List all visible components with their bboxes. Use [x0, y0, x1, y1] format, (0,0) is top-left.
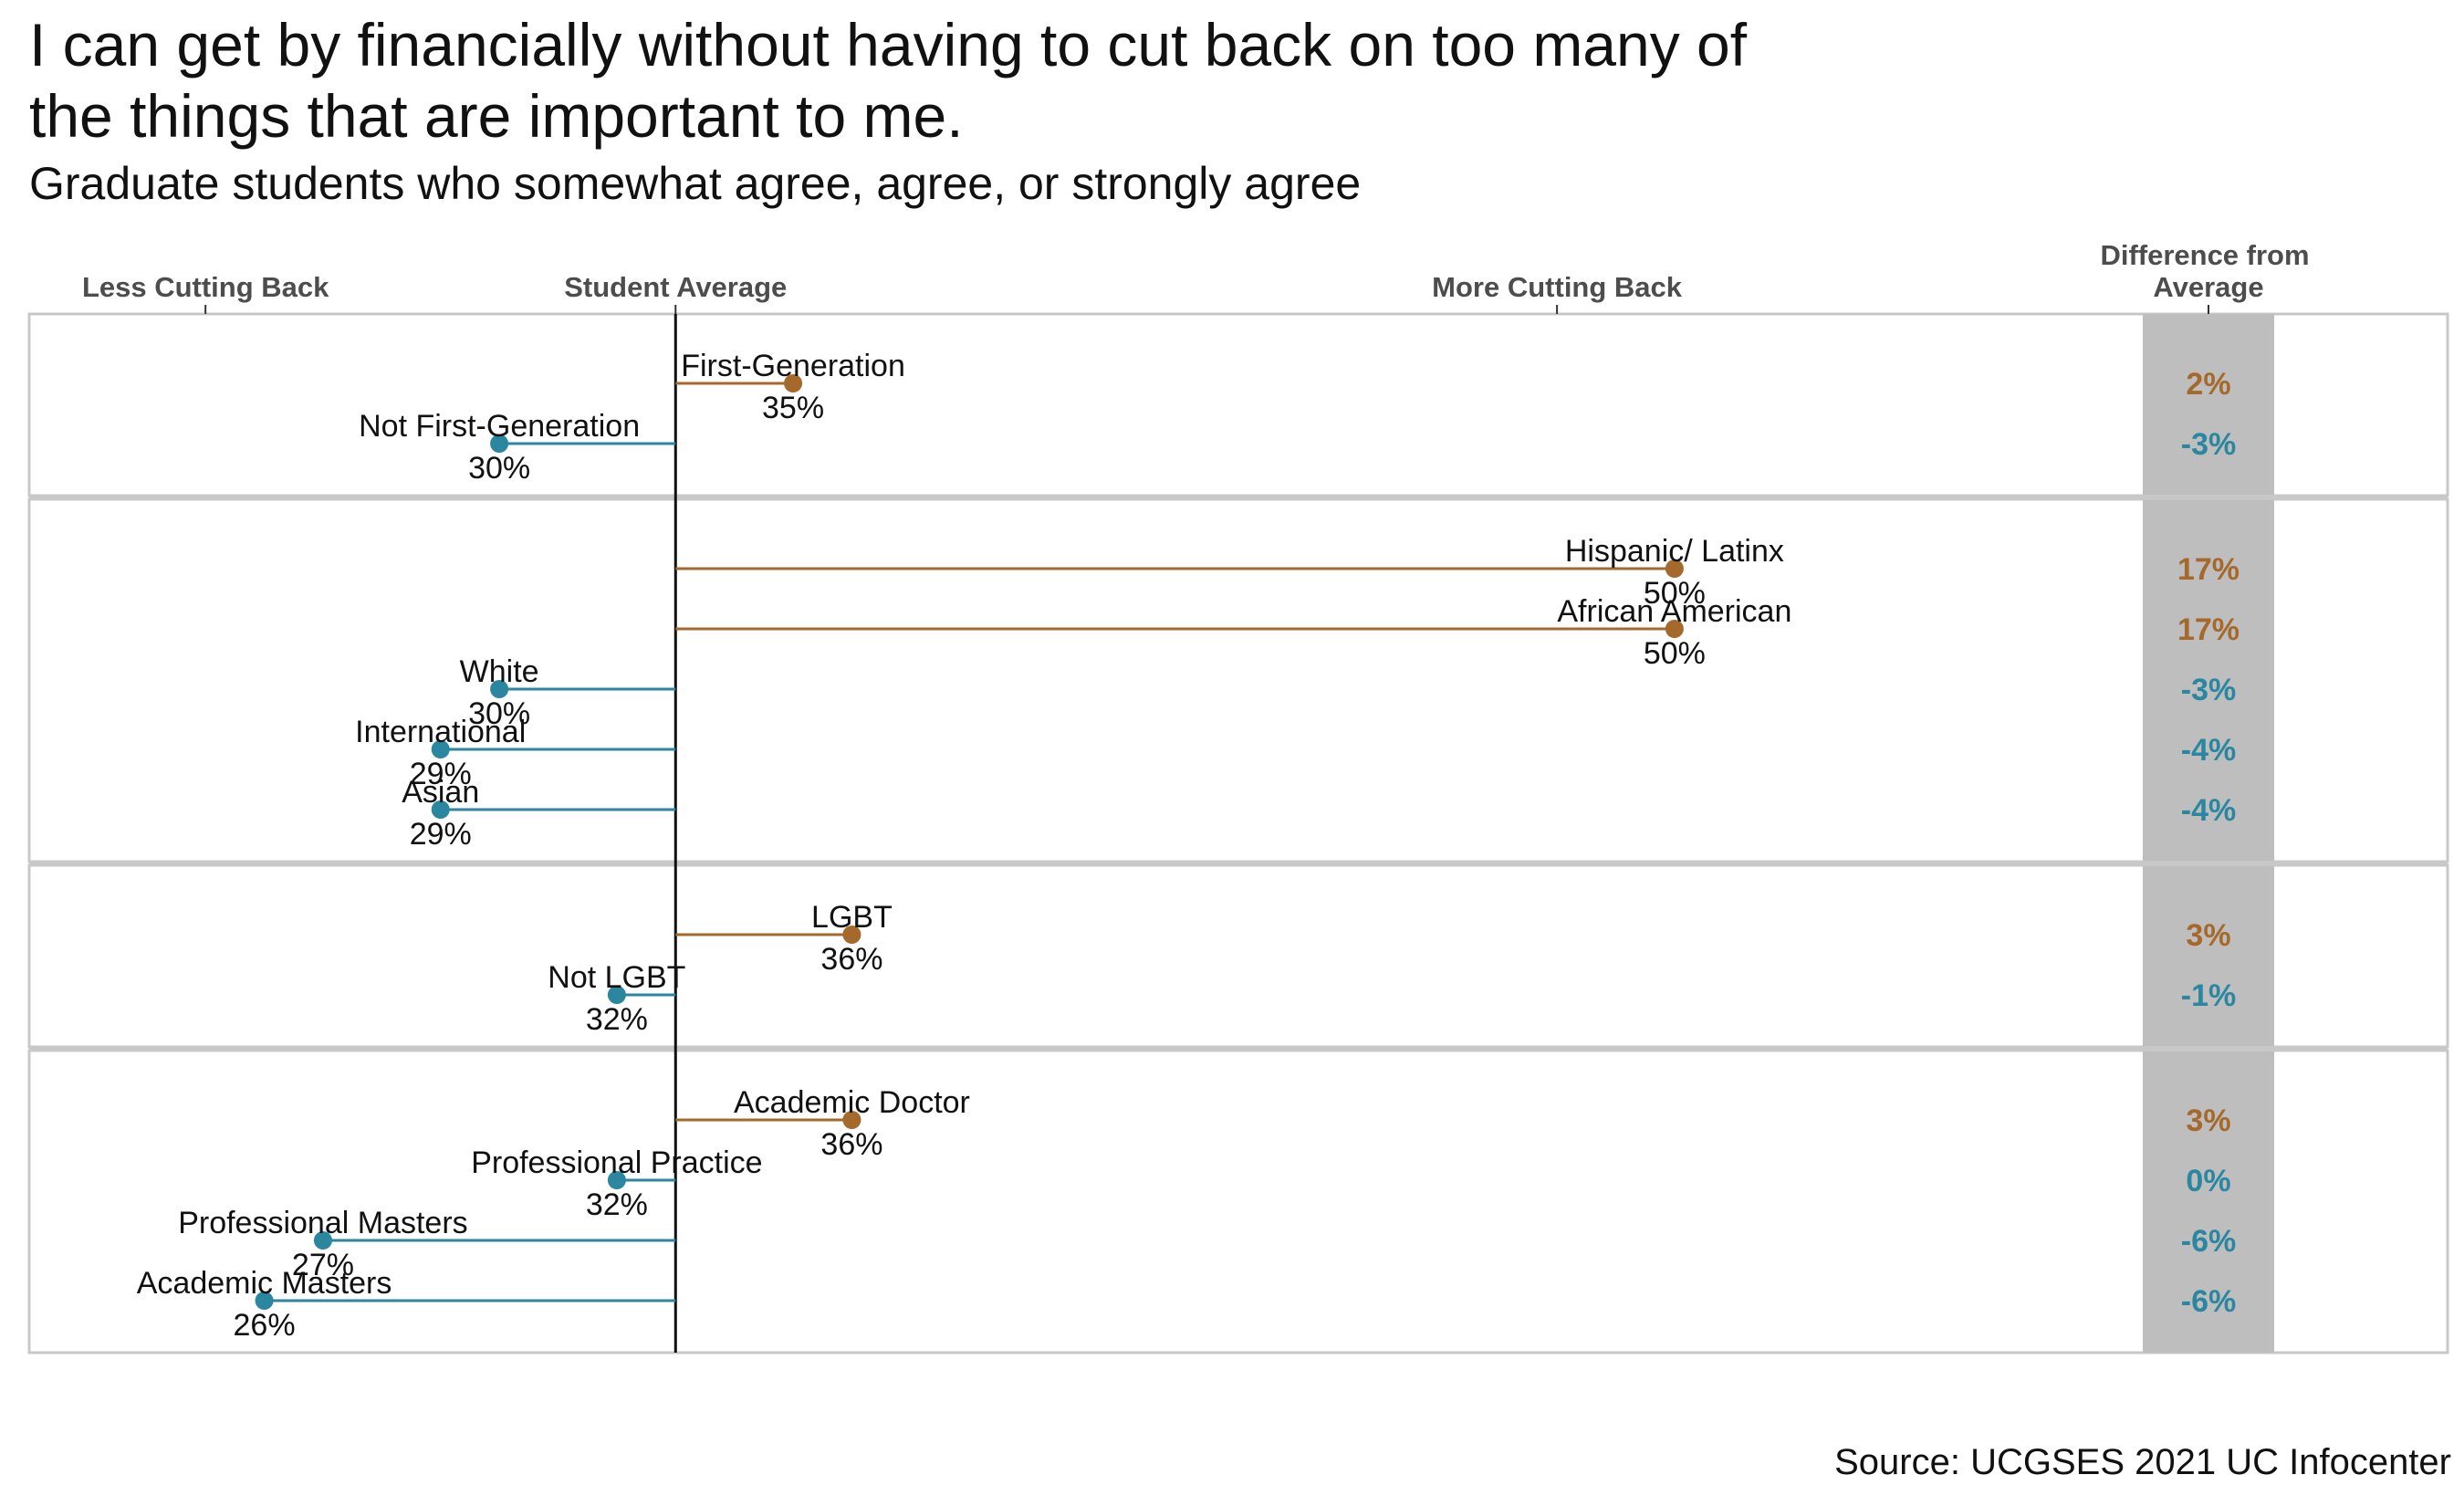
point: [842, 1111, 861, 1129]
difference-value: 17%: [2177, 552, 2240, 587]
point-label: Academic Doctor: [734, 1085, 970, 1120]
point-label: Professional Masters: [178, 1206, 467, 1240]
point: [607, 986, 626, 1004]
value-label: 26%: [234, 1308, 296, 1343]
point: [431, 800, 450, 819]
difference-value: 17%: [2177, 612, 2240, 647]
point: [607, 1171, 626, 1189]
point: [842, 926, 861, 944]
panel-separator: [29, 495, 2448, 500]
point: [490, 680, 509, 698]
point-label: Asian: [402, 775, 479, 810]
panel-separator: [29, 861, 2448, 866]
point-label: Academic Masters: [137, 1266, 392, 1301]
difference-value: -4%: [2181, 793, 2236, 828]
point-label: Professional Practice: [471, 1145, 762, 1180]
difference-value: -1%: [2181, 978, 2236, 1013]
point-label: Hispanic/ Latinx: [1565, 534, 1784, 569]
diff-header-line1: Difference from: [2100, 239, 2309, 271]
value-label: 29%: [410, 757, 472, 791]
point-label: First-Generation: [681, 349, 905, 383]
value-label: 29%: [410, 817, 472, 852]
difference-value: -6%: [2181, 1224, 2236, 1259]
difference-value: -6%: [2181, 1284, 2236, 1319]
chart-title: I can get by financially without having …: [29, 11, 1748, 150]
value-label: 50%: [1644, 636, 1706, 671]
value-label: 36%: [820, 942, 882, 977]
value-label: 27%: [292, 1248, 354, 1282]
point-label: African American: [1557, 594, 1791, 629]
point: [1665, 560, 1684, 578]
point-label: Not LGBT: [548, 960, 685, 995]
value-label: 36%: [820, 1127, 882, 1162]
chart-source: Source: UCGSES 2021 UC Infocenter: [1834, 1442, 2451, 1482]
point-label: White: [460, 654, 539, 689]
axis-label: Less Cutting Back: [82, 271, 329, 303]
panel-separator: [29, 1046, 2448, 1051]
point: [784, 374, 803, 392]
point: [490, 434, 509, 453]
value-label: 32%: [586, 1002, 648, 1037]
axis-label: Student Average: [564, 271, 787, 303]
difference-value: -3%: [2181, 673, 2236, 707]
point-label: LGBT: [811, 900, 893, 935]
axis-label: More Cutting Back: [1432, 271, 1683, 303]
point-label: International: [355, 715, 526, 749]
chart-subtitle: Graduate students who somewhat agree, ag…: [29, 158, 1362, 209]
difference-value: 0%: [2186, 1164, 2230, 1198]
point: [431, 740, 450, 758]
difference-band: [2143, 314, 2274, 1353]
value-label: 30%: [468, 696, 530, 731]
point-label: Not First-Generation: [359, 409, 640, 444]
panel-3: [27, 863, 2449, 1049]
panel-4: [27, 1049, 2449, 1354]
panel-2: [27, 497, 2449, 863]
point: [313, 1231, 332, 1250]
value-label: 30%: [468, 451, 530, 486]
value-label: 32%: [586, 1187, 648, 1222]
difference-value: 3%: [2186, 1103, 2230, 1138]
point: [255, 1292, 274, 1310]
panel-1: [27, 312, 2449, 497]
value-label: 50%: [1644, 576, 1706, 611]
value-label: 35%: [762, 391, 824, 425]
diff-header-line2: Average: [2153, 271, 2263, 303]
difference-value: 2%: [2186, 367, 2230, 402]
difference-value: 3%: [2186, 918, 2230, 953]
difference-value: -4%: [2181, 733, 2236, 768]
point: [1665, 620, 1684, 638]
difference-value: -3%: [2181, 427, 2236, 462]
